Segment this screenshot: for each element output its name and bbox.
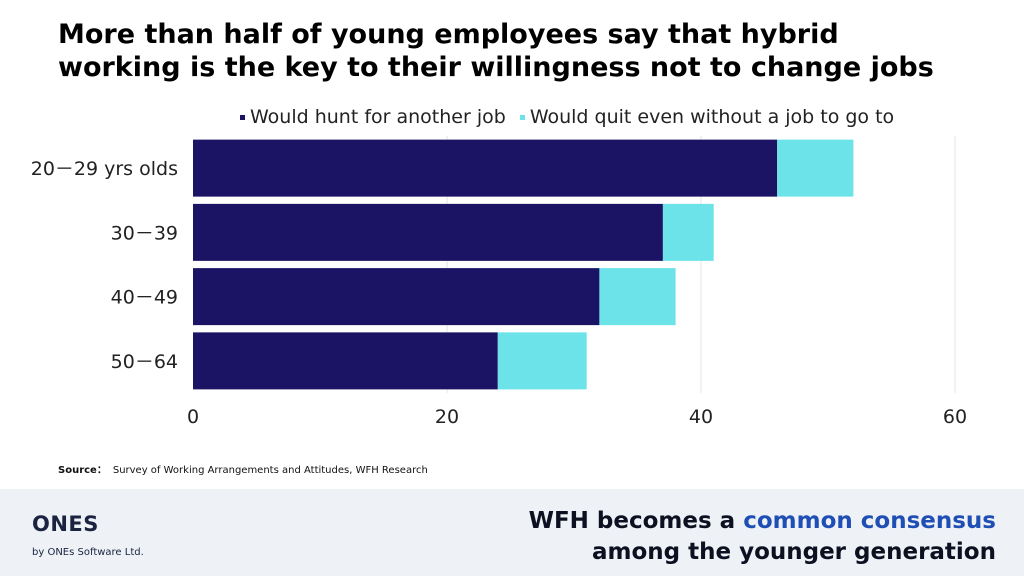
logo-subtitle: by ONEs Software Ltd. <box>32 547 144 558</box>
legend-swatch-quit <box>519 114 525 120</box>
bar-hunt-0 <box>193 139 778 197</box>
source-text: Survey of Working Arrangements and Attit… <box>112 465 428 476</box>
y-category-label-3: 50－64 <box>111 351 178 373</box>
x-tick-label-60: 60 <box>943 406 967 428</box>
legend-label-hunt: Would hunt for another job <box>250 106 506 128</box>
source-note: Source： Survey of Working Arrangements an… <box>58 461 428 476</box>
bar-quit-2 <box>599 268 676 326</box>
bar-quit-0 <box>777 139 854 197</box>
footer-tagline: WFH becomes a common consensus among the… <box>529 506 996 568</box>
legend-swatch-hunt <box>240 114 245 120</box>
y-category-label-2: 40－49 <box>111 287 178 309</box>
chart-legend: Would hunt for another job Would quit ev… <box>240 104 894 130</box>
bar-hunt-2 <box>193 268 600 326</box>
footer-band: ONES by ONEs Software Ltd. WFH becomes a… <box>0 489 1024 576</box>
bar-hunt-1 <box>193 203 663 261</box>
bar-chart: 0 20 40 60 20－29 yrs olds 30－39 40－49 50－64 <box>31 136 967 428</box>
x-tick-label-40: 40 <box>689 406 713 428</box>
bar-hunt-3 <box>193 332 498 390</box>
tagline-accent: common consensus <box>743 508 996 534</box>
source-label: Source： <box>58 465 107 476</box>
y-category-label-0: 20－29 yrs olds <box>31 158 178 180</box>
x-tick-label-0: 0 <box>187 406 199 428</box>
legend-label-quit: Would quit even without a job to go to <box>529 106 895 128</box>
tagline-line2: among the younger generation <box>591 539 996 565</box>
ones-logo: ONES <box>32 512 99 536</box>
bar-quit-1 <box>662 203 714 261</box>
x-tick-label-20: 20 <box>435 406 459 428</box>
legend-item-quit: Would quit even without a job to go to <box>519 106 895 128</box>
bar-quit-3 <box>497 332 587 390</box>
chart-title: More than half of young employees say th… <box>58 19 934 83</box>
y-category-label-1: 30－39 <box>111 222 178 244</box>
legend-item-hunt: Would hunt for another job <box>240 106 506 128</box>
tagline-prefix: WFH becomes a <box>528 508 744 534</box>
